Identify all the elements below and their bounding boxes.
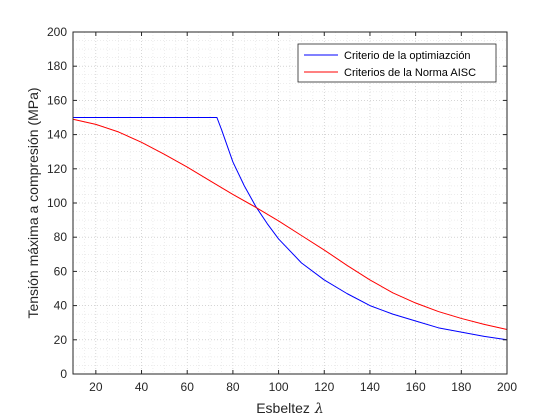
series-line-aisc	[72, 118, 508, 331]
x-tick-label: 40	[135, 380, 149, 394]
x-tick-label: 200	[497, 380, 517, 394]
legend-label-aisc: Criterios de la Norma AISC	[344, 67, 476, 79]
legend-label-optimizacion: Criterio de la optimiazción	[344, 50, 471, 62]
y-tick-label: 40	[54, 299, 68, 313]
axis-ticks	[73, 31, 508, 375]
y-tick-label: 100	[47, 196, 67, 210]
tick-labels: 20 40 60 80 100 120 140 160 180 200 0 20 40 60 80 100 12…	[47, 25, 517, 394]
x-tick-label: 180	[451, 380, 471, 394]
y-tick-label: 160	[47, 93, 67, 107]
series-line-optimizacion	[73, 117, 508, 341]
grid-lines	[73, 32, 507, 374]
x-tick-label: 100	[269, 380, 289, 394]
x-tick-label: 80	[226, 380, 240, 394]
y-tick-label: 180	[47, 59, 67, 73]
x-tick-label: 140	[360, 380, 380, 394]
x-tick-label: 60	[181, 380, 195, 394]
series-lines	[72, 117, 508, 341]
x-axis-label: Esbeltez λ	[256, 400, 324, 417]
y-tick-label: 120	[47, 162, 67, 176]
y-tick-label: 140	[47, 128, 67, 142]
legend: Criterio de la optimiazción Criterios de…	[297, 43, 497, 83]
x-axis-symbol: λ	[314, 401, 324, 417]
y-tick-label: 20	[54, 333, 68, 347]
x-tick-label: 160	[406, 380, 426, 394]
y-tick-label: 60	[54, 264, 68, 278]
y-tick-label: 200	[47, 25, 67, 39]
y-axis-label: Tensión máxima a compresión (MPa)	[25, 87, 41, 318]
x-axis-label-text: Esbeltez	[256, 400, 310, 416]
x-tick-label: 120	[314, 380, 334, 394]
x-tick-label: 20	[89, 380, 103, 394]
legend-box	[297, 43, 497, 83]
y-tick-label: 80	[54, 230, 68, 244]
y-tick-label: 0	[60, 367, 67, 381]
